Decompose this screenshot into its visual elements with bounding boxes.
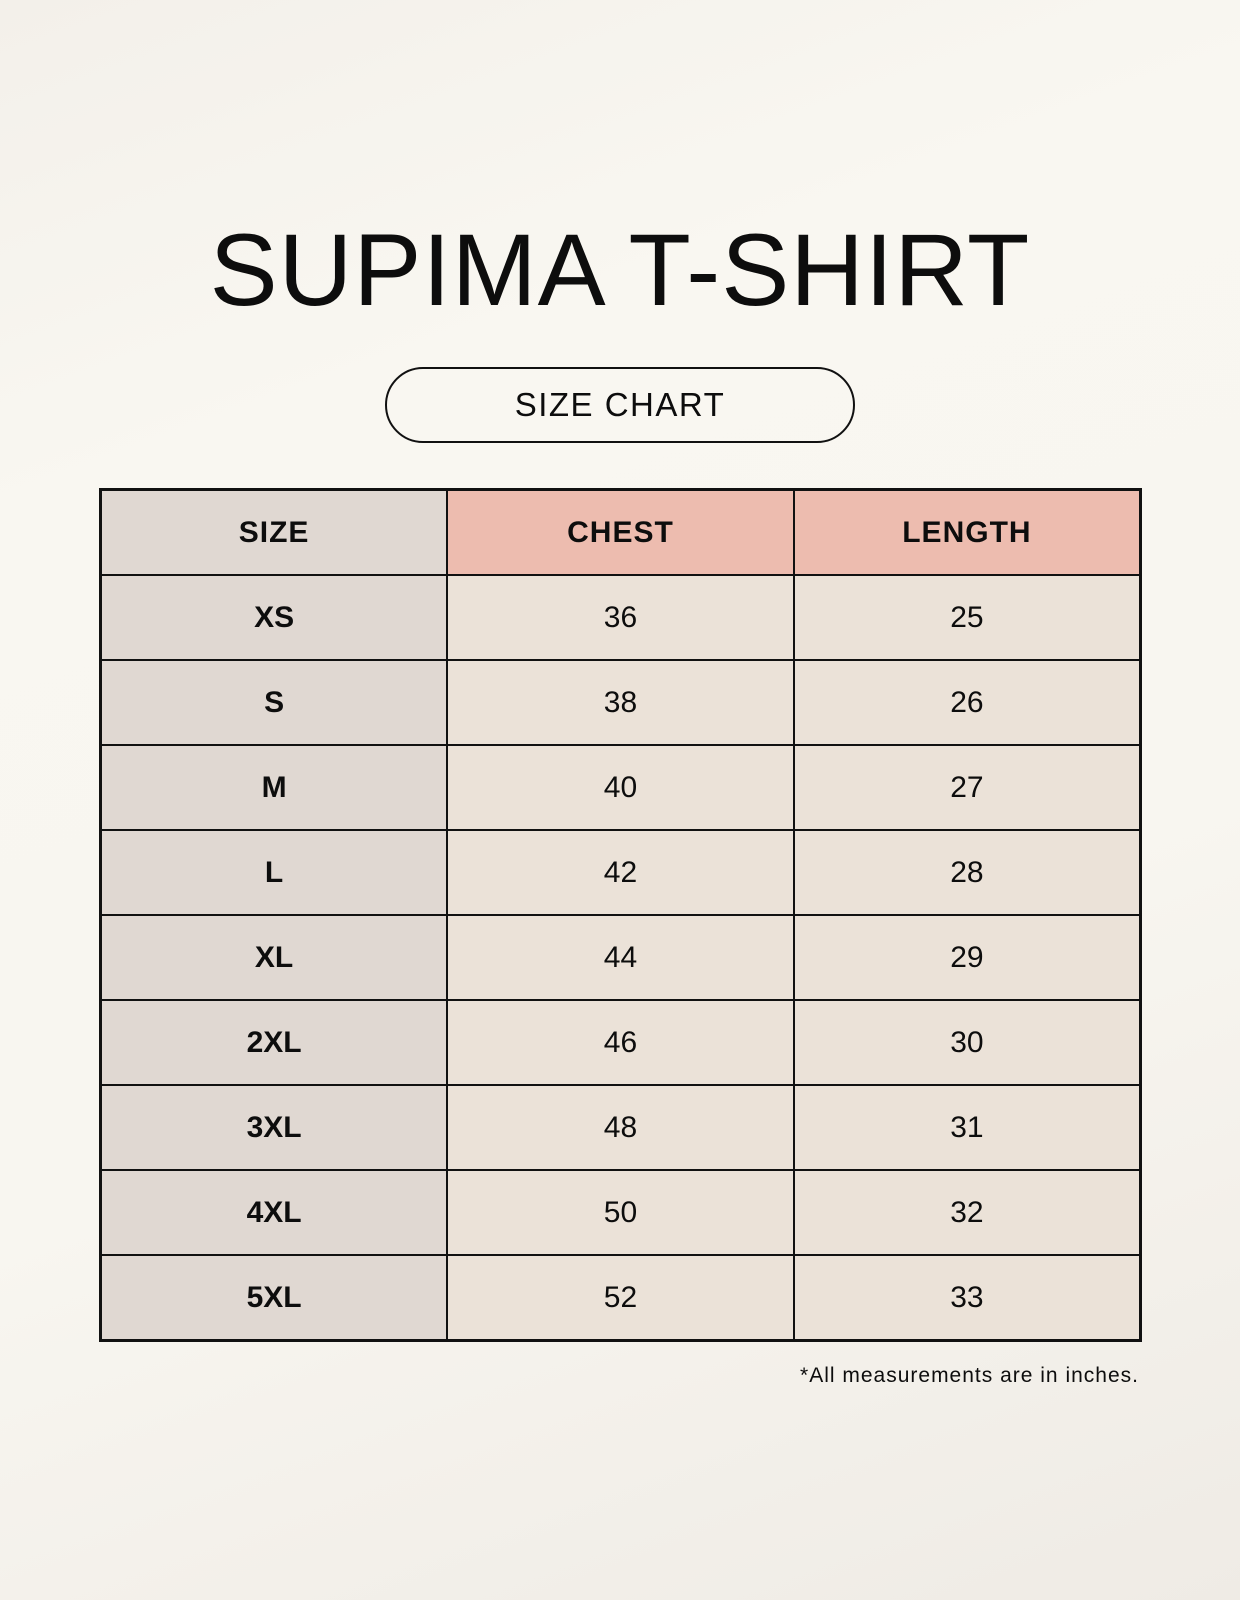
cell-size: L (99, 829, 449, 916)
cell-length: 27 (792, 744, 1142, 831)
cell-size: 2XL (99, 999, 449, 1086)
cell-size: XS (99, 574, 449, 661)
table-row: 3XL 48 31 (99, 1084, 1142, 1171)
cell-chest: 38 (446, 659, 795, 746)
cell-size: 4XL (99, 1169, 449, 1256)
page-title: SUPIMA T-SHIRT (209, 213, 1031, 327)
table-row: 4XL 50 32 (99, 1169, 1142, 1256)
table-row: M 40 27 (99, 744, 1142, 831)
table-row: XL 44 29 (99, 914, 1142, 1001)
cell-length: 26 (792, 659, 1142, 746)
size-chart-label: SIZE CHART (385, 367, 855, 443)
header-chest: CHEST (446, 488, 795, 576)
cell-length: 31 (792, 1084, 1142, 1171)
cell-size: XL (99, 914, 449, 1001)
cell-length: 32 (792, 1169, 1142, 1256)
header-size: SIZE (99, 488, 449, 576)
table-row: L 42 28 (99, 829, 1142, 916)
cell-length: 28 (792, 829, 1142, 916)
cell-size: M (99, 744, 449, 831)
table-row: XS 36 25 (99, 574, 1142, 661)
cell-length: 30 (792, 999, 1142, 1086)
cell-chest: 52 (446, 1254, 795, 1342)
cell-size: 3XL (99, 1084, 449, 1171)
cell-chest: 50 (446, 1169, 795, 1256)
cell-chest: 46 (446, 999, 795, 1086)
cell-chest: 40 (446, 744, 795, 831)
size-table: SIZE CHEST LENGTH XS 36 25 S 38 26 M 40 27 L 42 28 X… (99, 488, 1142, 1342)
cell-length: 33 (792, 1254, 1142, 1342)
cell-chest: 36 (446, 574, 795, 661)
cell-length: 29 (792, 914, 1142, 1001)
table-row: 5XL 52 33 (99, 1254, 1142, 1342)
cell-chest: 42 (446, 829, 795, 916)
cell-length: 25 (792, 574, 1142, 661)
cell-size: S (99, 659, 449, 746)
cell-size: 5XL (99, 1254, 449, 1342)
table-row: S 38 26 (99, 659, 1142, 746)
table-row: 2XL 46 30 (99, 999, 1142, 1086)
header-length: LENGTH (792, 488, 1142, 576)
table-header-row: SIZE CHEST LENGTH (99, 488, 1142, 576)
cell-chest: 44 (446, 914, 795, 1001)
cell-chest: 48 (446, 1084, 795, 1171)
footnote: *All measurements are in inches. (800, 1364, 1139, 1387)
